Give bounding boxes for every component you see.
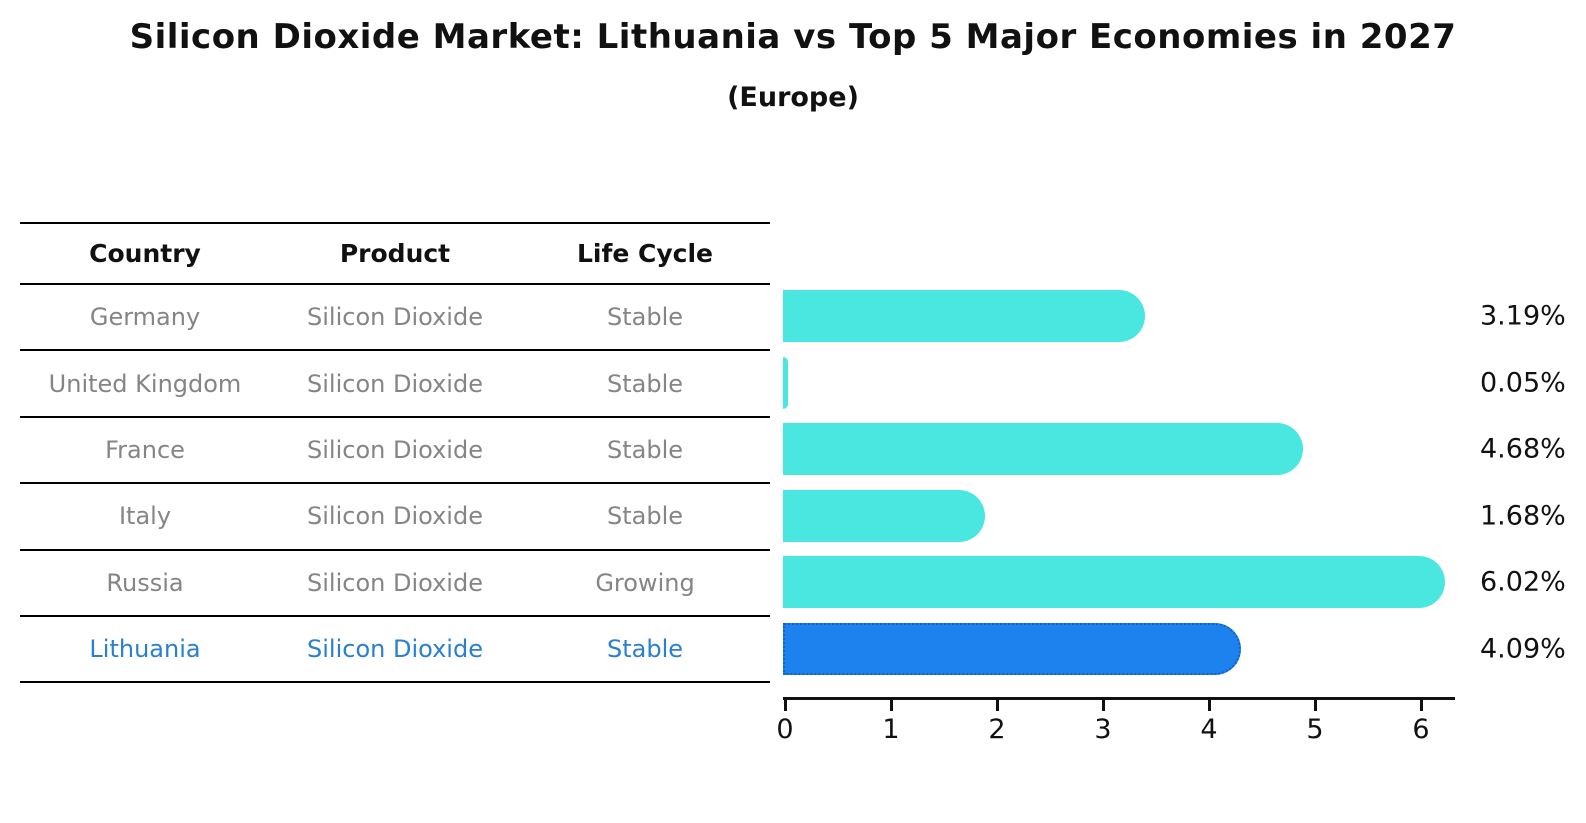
- x-tick-label: 4: [1200, 714, 1218, 745]
- x-tick-mark: [1207, 700, 1211, 711]
- cell-product: Silicon Dioxide: [307, 568, 483, 597]
- chart-title: Silicon Dioxide Market: Lithuania vs Top…: [129, 17, 1457, 57]
- bar-row-united-kingdom: 0.05%: [783, 350, 1586, 417]
- x-tick-mark: [783, 700, 787, 711]
- bar-row-russia: 6.02%: [783, 549, 1586, 616]
- value-label-italy: 1.68%: [1480, 500, 1566, 532]
- x-axis-line: [783, 697, 1455, 700]
- x-tick-label: 2: [988, 714, 1006, 745]
- cell-country: France: [105, 435, 185, 464]
- table-row-lithuania: Lithuania Silicon Dioxide Stable: [20, 617, 770, 684]
- x-axis: 0 1 2 3 4 5 6: [776, 697, 1586, 767]
- cell-life-cycle: Stable: [606, 369, 684, 398]
- chart-subtitle: (Europe): [727, 82, 859, 113]
- x-tick-label: 3: [1094, 714, 1112, 745]
- cell-product: Silicon Dioxide: [307, 435, 483, 464]
- cell-product: Silicon Dioxide: [307, 303, 483, 332]
- bar-russia: [783, 556, 1446, 608]
- x-tick-label: 6: [1412, 714, 1430, 745]
- cell-product: Silicon Dioxide: [307, 502, 483, 531]
- value-label-france: 4.68%: [1480, 433, 1566, 465]
- table-row-united-kingdom: United Kingdom Silicon Dioxide Stable: [20, 351, 770, 418]
- column-header-product: Product: [339, 239, 451, 268]
- x-tick-label: 5: [1306, 714, 1324, 745]
- cell-life-cycle: Stable: [606, 435, 684, 464]
- column-header-life-cycle: Life Cycle: [576, 239, 714, 268]
- cell-product: Silicon Dioxide: [307, 635, 483, 664]
- bar-italy: [783, 489, 986, 542]
- bar-france: [783, 423, 1304, 475]
- bar-row-lithuania: 4.09%: [783, 616, 1586, 683]
- cell-life-cycle: Stable: [606, 303, 684, 332]
- cell-country: Russia: [106, 568, 184, 597]
- cell-life-cycle: Stable: [606, 502, 684, 531]
- bar-lithuania: [783, 622, 1241, 675]
- value-label-lithuania: 4.09%: [1480, 633, 1566, 665]
- table-row-germany: Germany Silicon Dioxide Stable: [20, 285, 770, 352]
- cell-country: Italy: [118, 502, 172, 531]
- table-row-france: France Silicon Dioxide Stable: [20, 418, 770, 485]
- x-tick-label: 1: [882, 714, 900, 745]
- bar-row-france: 4.68%: [783, 416, 1586, 483]
- bar-united-kingdom: [783, 356, 789, 409]
- x-tick-mark: [995, 700, 999, 711]
- value-label-united-kingdom: 0.05%: [1480, 367, 1566, 399]
- cell-country: Germany: [89, 303, 201, 332]
- cell-life-cycle: Growing: [595, 568, 695, 597]
- x-tick-mark: [1419, 700, 1423, 711]
- bar-row-germany: 3.19%: [783, 283, 1586, 350]
- x-tick-mark: [889, 700, 893, 711]
- cell-life-cycle: Stable: [606, 635, 684, 664]
- bar-row-italy: 1.68%: [783, 483, 1586, 550]
- country-table: Country Product Life Cycle Germany Silic…: [20, 222, 770, 684]
- x-tick-mark: [1313, 700, 1317, 711]
- cell-product: Silicon Dioxide: [307, 369, 483, 398]
- x-tick-label: 0: [776, 714, 794, 745]
- value-label-russia: 6.02%: [1480, 566, 1566, 598]
- table-row-russia: Russia Silicon Dioxide Growing: [20, 551, 770, 617]
- bar-germany: [783, 290, 1146, 342]
- bar-plot-area: 3.19% 0.05% 4.68% 1.68% 6.02% 4.09%: [783, 283, 1586, 682]
- cell-country: United Kingdom: [48, 369, 242, 398]
- value-label-germany: 3.19%: [1480, 300, 1566, 332]
- table-header-row: Country Product Life Cycle: [20, 224, 770, 285]
- cell-country: Lithuania: [89, 635, 201, 664]
- x-tick-mark: [1101, 700, 1105, 711]
- column-header-country: Country: [89, 239, 201, 268]
- table-row-italy: Italy Silicon Dioxide Stable: [20, 484, 770, 551]
